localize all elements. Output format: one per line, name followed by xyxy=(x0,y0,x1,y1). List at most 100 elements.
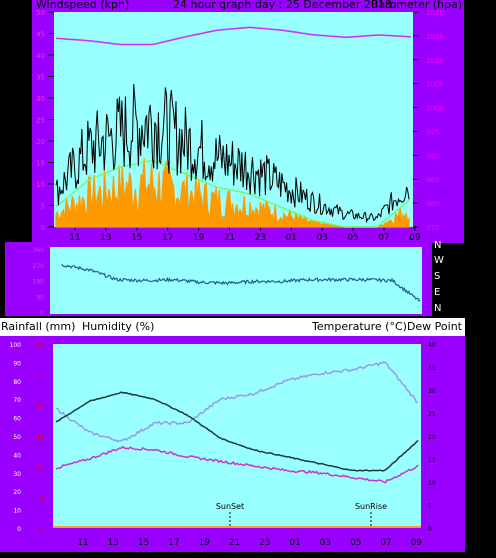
barometer-tick-label: 985 xyxy=(426,176,439,184)
temperature-tick-label: 10 xyxy=(428,480,436,487)
windspeed-x-tick-label: 01 xyxy=(286,233,297,243)
temperature-series xyxy=(55,391,419,472)
rainfall-tick-label: 25 xyxy=(36,373,44,380)
barometer-tick-label: 980 xyxy=(426,200,439,208)
windspeed-x-tick-label: 07 xyxy=(378,233,389,243)
windspeed-x-tick-label: 03 xyxy=(316,233,327,243)
humidity-tick-label: 90 xyxy=(13,360,21,367)
direction-tick-label: 360 xyxy=(33,247,45,254)
temperature-plot-area xyxy=(53,344,421,528)
windspeed-x-tick-label: 15 xyxy=(131,233,142,243)
direction-plot-area xyxy=(50,247,422,314)
direction-tick-label: 0 xyxy=(40,310,44,317)
rainfall-axis-title: Rainfall (mm) xyxy=(1,320,76,333)
windspeed-x-tick-label: 13 xyxy=(100,233,111,243)
barometer-tick-label: 995 xyxy=(426,128,439,136)
humidity-tick-label: 30 xyxy=(13,471,21,478)
barometer-tick-label: 975 xyxy=(426,224,439,232)
windspeed-tick-label: 35 xyxy=(36,74,45,82)
temperature-x-tick-label: 23 xyxy=(259,538,270,548)
temperature-x-tick-label: 03 xyxy=(320,538,331,548)
windspeed-tick-label: 15 xyxy=(36,160,45,168)
windspeed-x-tick-label: 21 xyxy=(224,233,235,243)
rainfall-tick-label: 5 xyxy=(40,495,44,502)
windspeed-tick-label: 20 xyxy=(36,138,45,146)
temperature-tick-label: 25 xyxy=(428,411,436,418)
sunset-label: SunSet xyxy=(216,502,244,511)
barometer-tick-label: 1010 xyxy=(426,57,444,65)
windspeed-tick-label: 0 xyxy=(41,224,45,232)
temperature-tick-label: 20 xyxy=(428,434,436,441)
dir-label-w: W xyxy=(434,255,444,266)
rainfall-tick-label: 30 xyxy=(36,342,44,349)
rainfall-tick-label: 10 xyxy=(36,465,44,472)
temperature-x-tick-label: 17 xyxy=(168,538,179,548)
windspeed-x-tick-label: 23 xyxy=(255,233,266,243)
sunrise-label: SunRise xyxy=(355,502,387,511)
windspeed-x-tick-label: 11 xyxy=(69,233,80,243)
humidity-tick-label: 70 xyxy=(13,397,21,404)
barometer-axis-title: Barometer (hpa) xyxy=(371,0,463,11)
windspeed-tick-label: 5 xyxy=(41,203,45,211)
temperature-x-tick-label: 11 xyxy=(77,538,88,548)
dir-label-n-top: N xyxy=(434,240,442,251)
windspeed-tick-label: 40 xyxy=(36,52,45,60)
windspeed-tick-label: 25 xyxy=(36,117,45,125)
dir-label-e: E xyxy=(434,287,441,298)
temperature-x-tick-label: 15 xyxy=(138,538,149,548)
windspeed-x-tick-label: 09 xyxy=(409,233,421,243)
temperature-tick-label: 30 xyxy=(428,388,436,395)
temperature-tick-label: 5 xyxy=(428,503,432,510)
dew-point-series xyxy=(55,445,419,484)
windspeed-tick-label: 30 xyxy=(36,95,45,103)
barometer-tick-label: 1015 xyxy=(426,33,444,41)
temperature-tick-label: 15 xyxy=(428,457,436,464)
barometer-series xyxy=(55,26,412,46)
rainfall-tick-label: 0 xyxy=(40,526,44,533)
humidity-tick-label: 60 xyxy=(13,416,21,423)
humidity-tick-label: 50 xyxy=(13,434,21,441)
humidity-series xyxy=(55,361,419,443)
humidity-tick-label: 100 xyxy=(10,342,22,349)
temperature-tick-label: 0 xyxy=(428,526,432,533)
temperature-header-strip xyxy=(0,318,465,336)
dir-label-s: S xyxy=(434,271,441,282)
chart-title: 24 hour graph day : 25 December 2018 xyxy=(173,0,392,11)
direction-tick-label: 180 xyxy=(33,279,45,286)
dir-label-n-bottom: N xyxy=(434,303,442,314)
rainfall-tick-label: 15 xyxy=(36,434,44,441)
windspeed-x-tick-label: 19 xyxy=(193,233,205,243)
windspeed-tick-label: 45 xyxy=(36,31,45,39)
temperature-tick-label: 35 xyxy=(428,365,436,372)
temperature-x-tick-label: 21 xyxy=(229,538,240,548)
humidity-tick-label: 20 xyxy=(13,489,21,496)
temperature-axis-title: Temperature (°C)Dew Point (°C) xyxy=(312,320,488,333)
barometer-tick-label: 1020 xyxy=(426,9,444,17)
barometer-tick-label: 1000 xyxy=(426,105,444,113)
humidity-tick-label: 10 xyxy=(13,508,21,515)
direction-tick-label: 90 xyxy=(36,294,44,301)
wind-direction-series xyxy=(61,263,421,302)
windspeed-x-tick-label: 05 xyxy=(347,233,358,243)
windspeed-axis-title: Windspeed (kph) xyxy=(36,0,130,11)
temperature-x-tick-label: 07 xyxy=(380,538,391,548)
temperature-x-tick-label: 19 xyxy=(198,538,210,548)
humidity-tick-label: 0 xyxy=(17,526,21,533)
temperature-x-tick-label: 01 xyxy=(289,538,300,548)
windspeed-x-tick-label: 17 xyxy=(162,233,173,243)
temperature-tick-label: 40 xyxy=(428,342,436,349)
temperature-x-tick-label: 05 xyxy=(350,538,361,548)
humidity-tick-label: 40 xyxy=(13,452,21,459)
temperature-x-tick-label: 13 xyxy=(108,538,119,548)
windspeed-tick-label: 10 xyxy=(36,181,45,189)
windspeed-tick-label: 50 xyxy=(36,9,45,17)
barometer-tick-label: 990 xyxy=(426,152,439,160)
windspeed-green-series xyxy=(55,159,410,228)
humidity-axis-title: Humidity (%) xyxy=(82,320,155,333)
direction-labels: N W S E N xyxy=(434,240,448,320)
direction-tick-label: 270 xyxy=(33,263,45,270)
windspeed-gust-series xyxy=(55,83,410,224)
temperature-x-tick-label: 09 xyxy=(411,538,423,548)
barometer-tick-label: 1005 xyxy=(426,81,444,89)
